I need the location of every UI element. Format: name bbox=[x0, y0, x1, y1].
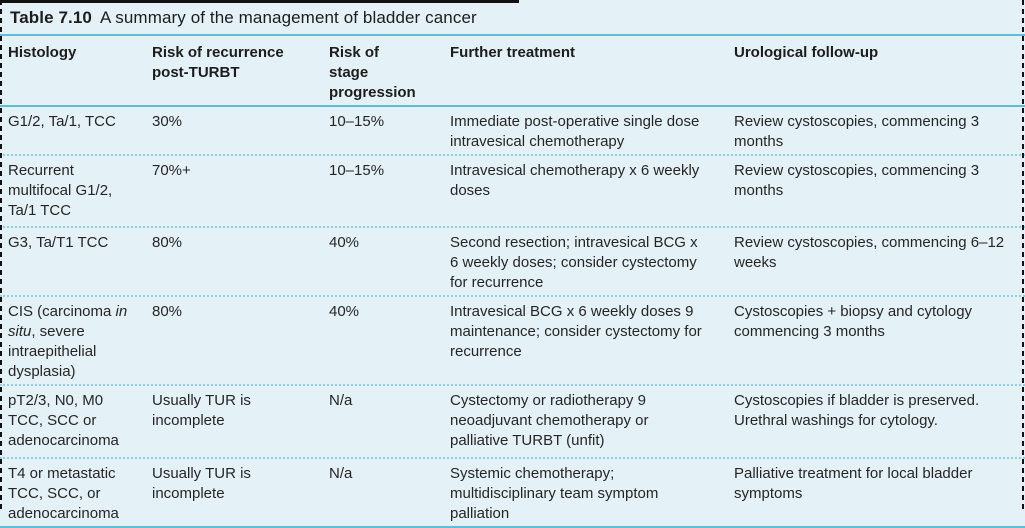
page-left-dashed-border bbox=[0, 0, 2, 513]
cell-progression: 10–15% bbox=[329, 162, 385, 179]
table-row: Recurrent multifocal G1/2, Ta/1 TCC 70%+… bbox=[0, 156, 1025, 228]
header-further-treatment: Further treatment bbox=[450, 44, 576, 61]
cell-histology: Recurrent multifocal G1/2, Ta/1 TCC bbox=[8, 162, 113, 219]
cell-treatment: Intravesical BCG x 6 weekly doses 9 main… bbox=[450, 303, 702, 360]
cell-histology-pre: CIS (carcinoma bbox=[8, 303, 116, 320]
cell-histology: G3, Ta/T1 TCC bbox=[8, 234, 109, 251]
header-histology: Histology bbox=[8, 44, 77, 61]
cell-histology-post: , severe intraepithelial dysplasia) bbox=[8, 323, 97, 380]
cell-histology: pT2/3, N0, M0 TCC, SCC or adenocarcinoma bbox=[8, 392, 119, 449]
cell-treatment: Systemic chemotherapy; multidisciplinary… bbox=[450, 465, 659, 522]
table-row: T4 or metastatic TCC, SCC, or adenocarci… bbox=[0, 459, 1025, 528]
cell-recurrence: 80% bbox=[152, 303, 183, 320]
cell-treatment: Cystectomy or radiotherapy 9 neoadjuvant… bbox=[450, 392, 649, 449]
cell-progression: N/a bbox=[329, 465, 353, 482]
cell-recurrence: 80% bbox=[152, 234, 183, 251]
header-risk-progression: Risk of stage progression bbox=[329, 44, 416, 101]
cell-histology: G1/2, Ta/1, TCC bbox=[8, 113, 116, 130]
cell-followup: Cystoscopies if bladder is preserved. Ur… bbox=[734, 392, 980, 429]
cell-treatment: Intravesical chemotherapy x 6 weekly dos… bbox=[450, 162, 700, 199]
cell-recurrence: Usually TUR is incomplete bbox=[152, 465, 251, 502]
table-number: Table 7.10 bbox=[10, 8, 92, 27]
table-row: CIS (carcinoma in situ, severe intraepit… bbox=[0, 297, 1025, 386]
table-title: Table 7.10 A summary of the management of… bbox=[0, 0, 1025, 36]
cell-progression: 40% bbox=[329, 234, 360, 251]
table-row: G1/2, Ta/1, TCC 30% 10–15% Immediate pos… bbox=[0, 107, 1025, 156]
cell-progression: 40% bbox=[329, 303, 360, 320]
cell-recurrence: Usually TUR is incomplete bbox=[152, 392, 251, 429]
cell-treatment: Second resection; intravesical BCG x 6 w… bbox=[450, 234, 698, 291]
cell-histology: T4 or metastatic TCC, SCC, or adenocarci… bbox=[8, 465, 119, 522]
table-title-text: A summary of the management of bladder c… bbox=[99, 8, 477, 27]
table-header-row: Histology Risk of recurrence post-TURBT … bbox=[0, 36, 1025, 107]
cell-histology: CIS (carcinoma in situ, severe intraepit… bbox=[0, 297, 152, 384]
cell-followup: Review cystoscopies, commencing 3 months bbox=[734, 162, 980, 199]
cell-recurrence: 30% bbox=[152, 113, 183, 130]
page-right-dashed-border bbox=[1022, 0, 1024, 513]
cell-followup: Review cystoscopies, commencing 3 months bbox=[734, 113, 980, 150]
cell-followup: Cystoscopies + biopsy and cytology comme… bbox=[734, 303, 973, 340]
table-row: pT2/3, N0, M0 TCC, SCC or adenocarcinoma… bbox=[0, 386, 1025, 459]
cell-recurrence: 70%+ bbox=[152, 162, 191, 179]
cell-followup: Review cystoscopies, commencing 6–12 wee… bbox=[734, 234, 1005, 271]
page-top-rule bbox=[0, 0, 519, 3]
cell-progression: 10–15% bbox=[329, 113, 385, 130]
cell-histology-italic: in situ bbox=[8, 303, 128, 340]
header-urological-followup: Urological follow-up bbox=[734, 44, 879, 61]
cell-treatment: Immediate post-operative single dose int… bbox=[450, 113, 700, 150]
header-risk-recurrence: Risk of recurrence post-TURBT bbox=[152, 44, 284, 81]
table-row: G3, Ta/T1 TCC 80% 40% Second resection; … bbox=[0, 228, 1025, 297]
cell-followup: Palliative treatment for local bladder s… bbox=[734, 465, 973, 502]
cell-progression: N/a bbox=[329, 392, 353, 409]
